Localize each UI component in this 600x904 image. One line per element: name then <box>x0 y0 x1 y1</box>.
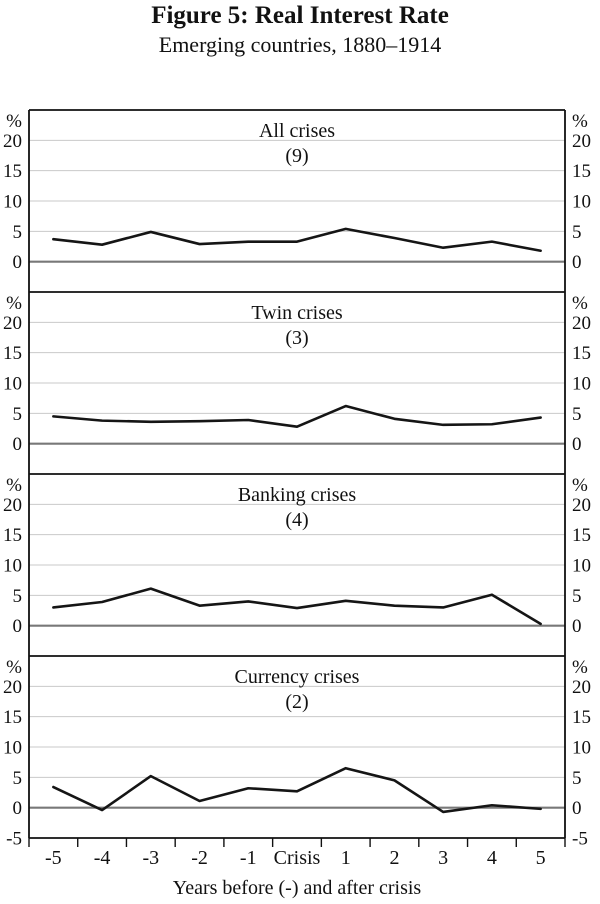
panel-count-label: (9) <box>285 145 308 167</box>
y-tick-label-right: 15 <box>572 343 591 364</box>
y-tick-label-right: 0 <box>572 798 582 819</box>
panel-title: All crises <box>259 120 335 142</box>
y-tick-label-right: 5 <box>572 768 582 789</box>
y-tick-label-right: 10 <box>572 374 591 395</box>
y-tick-label-left: 20 <box>3 677 22 698</box>
percent-label-left: % <box>6 657 22 678</box>
y-tick-label-left: 5 <box>13 222 23 243</box>
x-tick-label: -2 <box>191 847 208 869</box>
percent-label-left: % <box>6 475 22 496</box>
percent-label-right: % <box>572 657 588 678</box>
percent-label-left: % <box>6 111 22 132</box>
y-tick-label-left: 15 <box>3 525 22 546</box>
y-tick-label-right: 0 <box>572 616 582 637</box>
y-tick-label-right: 20 <box>572 495 591 516</box>
figure-title: Figure 5: Real Interest Rate <box>151 2 449 29</box>
y-tick-label-right: 5 <box>572 586 582 607</box>
y-tick-label-left: 10 <box>3 192 22 213</box>
y-tick-label-left: 15 <box>3 161 22 182</box>
x-tick-label: 3 <box>438 847 448 869</box>
percent-label-right: % <box>572 475 588 496</box>
y-tick-label-right: 15 <box>572 525 591 546</box>
x-tick-label: 4 <box>487 847 497 869</box>
data-line-currency-crises <box>52 766 542 814</box>
percent-label-right: % <box>572 111 588 132</box>
y-tick-label-right: 0 <box>572 434 582 455</box>
y-tick-label-left: 5 <box>13 768 23 789</box>
y-tick-label-right: 10 <box>572 556 591 577</box>
panel-count-label: (3) <box>285 327 308 349</box>
y-tick-label-right: 0 <box>572 252 582 273</box>
panel-title: Currency crises <box>235 666 360 688</box>
y-tick-label-right: 10 <box>572 738 591 759</box>
y-tick-label-left: 0 <box>13 798 23 819</box>
x-tick-label: -3 <box>142 847 159 869</box>
y-tick-label-right: 15 <box>572 707 591 728</box>
y-tick-label-right: 5 <box>572 404 582 425</box>
y-tick-label-left: 5 <box>13 404 23 425</box>
x-tick-label: 2 <box>389 847 399 869</box>
panel-title: Banking crises <box>238 484 357 506</box>
y-tick-label-left: 0 <box>13 252 23 273</box>
y-tick-label-left: 0 <box>13 616 23 637</box>
panel-title: Twin crises <box>251 302 343 324</box>
figure-subtitle: Emerging countries, 1880–1914 <box>158 32 442 57</box>
y-tick-label-left: 10 <box>3 738 22 759</box>
x-tick-label: -4 <box>94 847 111 869</box>
y-tick-label-left: 5 <box>13 586 23 607</box>
percent-label-left: % <box>6 293 22 314</box>
y-tick-label-left: 0 <box>13 434 23 455</box>
x-tick-label: Crisis <box>274 847 321 869</box>
data-line-all-crises <box>52 227 542 253</box>
y-tick-label-right: 20 <box>572 313 591 334</box>
y-tick-label-right: 20 <box>572 131 591 152</box>
data-line-banking-crises <box>52 587 542 626</box>
y-tick-label-right: 20 <box>572 677 591 698</box>
y-tick-label-right: 15 <box>572 161 591 182</box>
y-tick-label-left: 10 <box>3 556 22 577</box>
x-tick-label: -1 <box>240 847 257 869</box>
y-tick-label-left: 20 <box>3 495 22 516</box>
panel-count-label: (4) <box>285 509 308 531</box>
x-tick-label: -5 <box>45 847 62 869</box>
x-tick-label: 1 <box>341 847 351 869</box>
y-tick-label-left: 15 <box>3 707 22 728</box>
percent-label-right: % <box>572 293 588 314</box>
y-tick-label-right: 5 <box>572 222 582 243</box>
y-tick-label-left: -5 <box>6 829 22 850</box>
y-tick-label-left: 10 <box>3 374 22 395</box>
data-line-twin-crises <box>52 404 542 428</box>
y-tick-label-left: 15 <box>3 343 22 364</box>
y-tick-label-left: 20 <box>3 313 22 334</box>
y-tick-label-right: 10 <box>572 192 591 213</box>
x-tick-label: 5 <box>536 847 546 869</box>
panel-count-label: (2) <box>285 691 308 713</box>
y-tick-label-left: 20 <box>3 131 22 152</box>
x-axis-title: Years before (-) and after crisis <box>173 877 422 899</box>
y-tick-label-right: -5 <box>572 829 588 850</box>
